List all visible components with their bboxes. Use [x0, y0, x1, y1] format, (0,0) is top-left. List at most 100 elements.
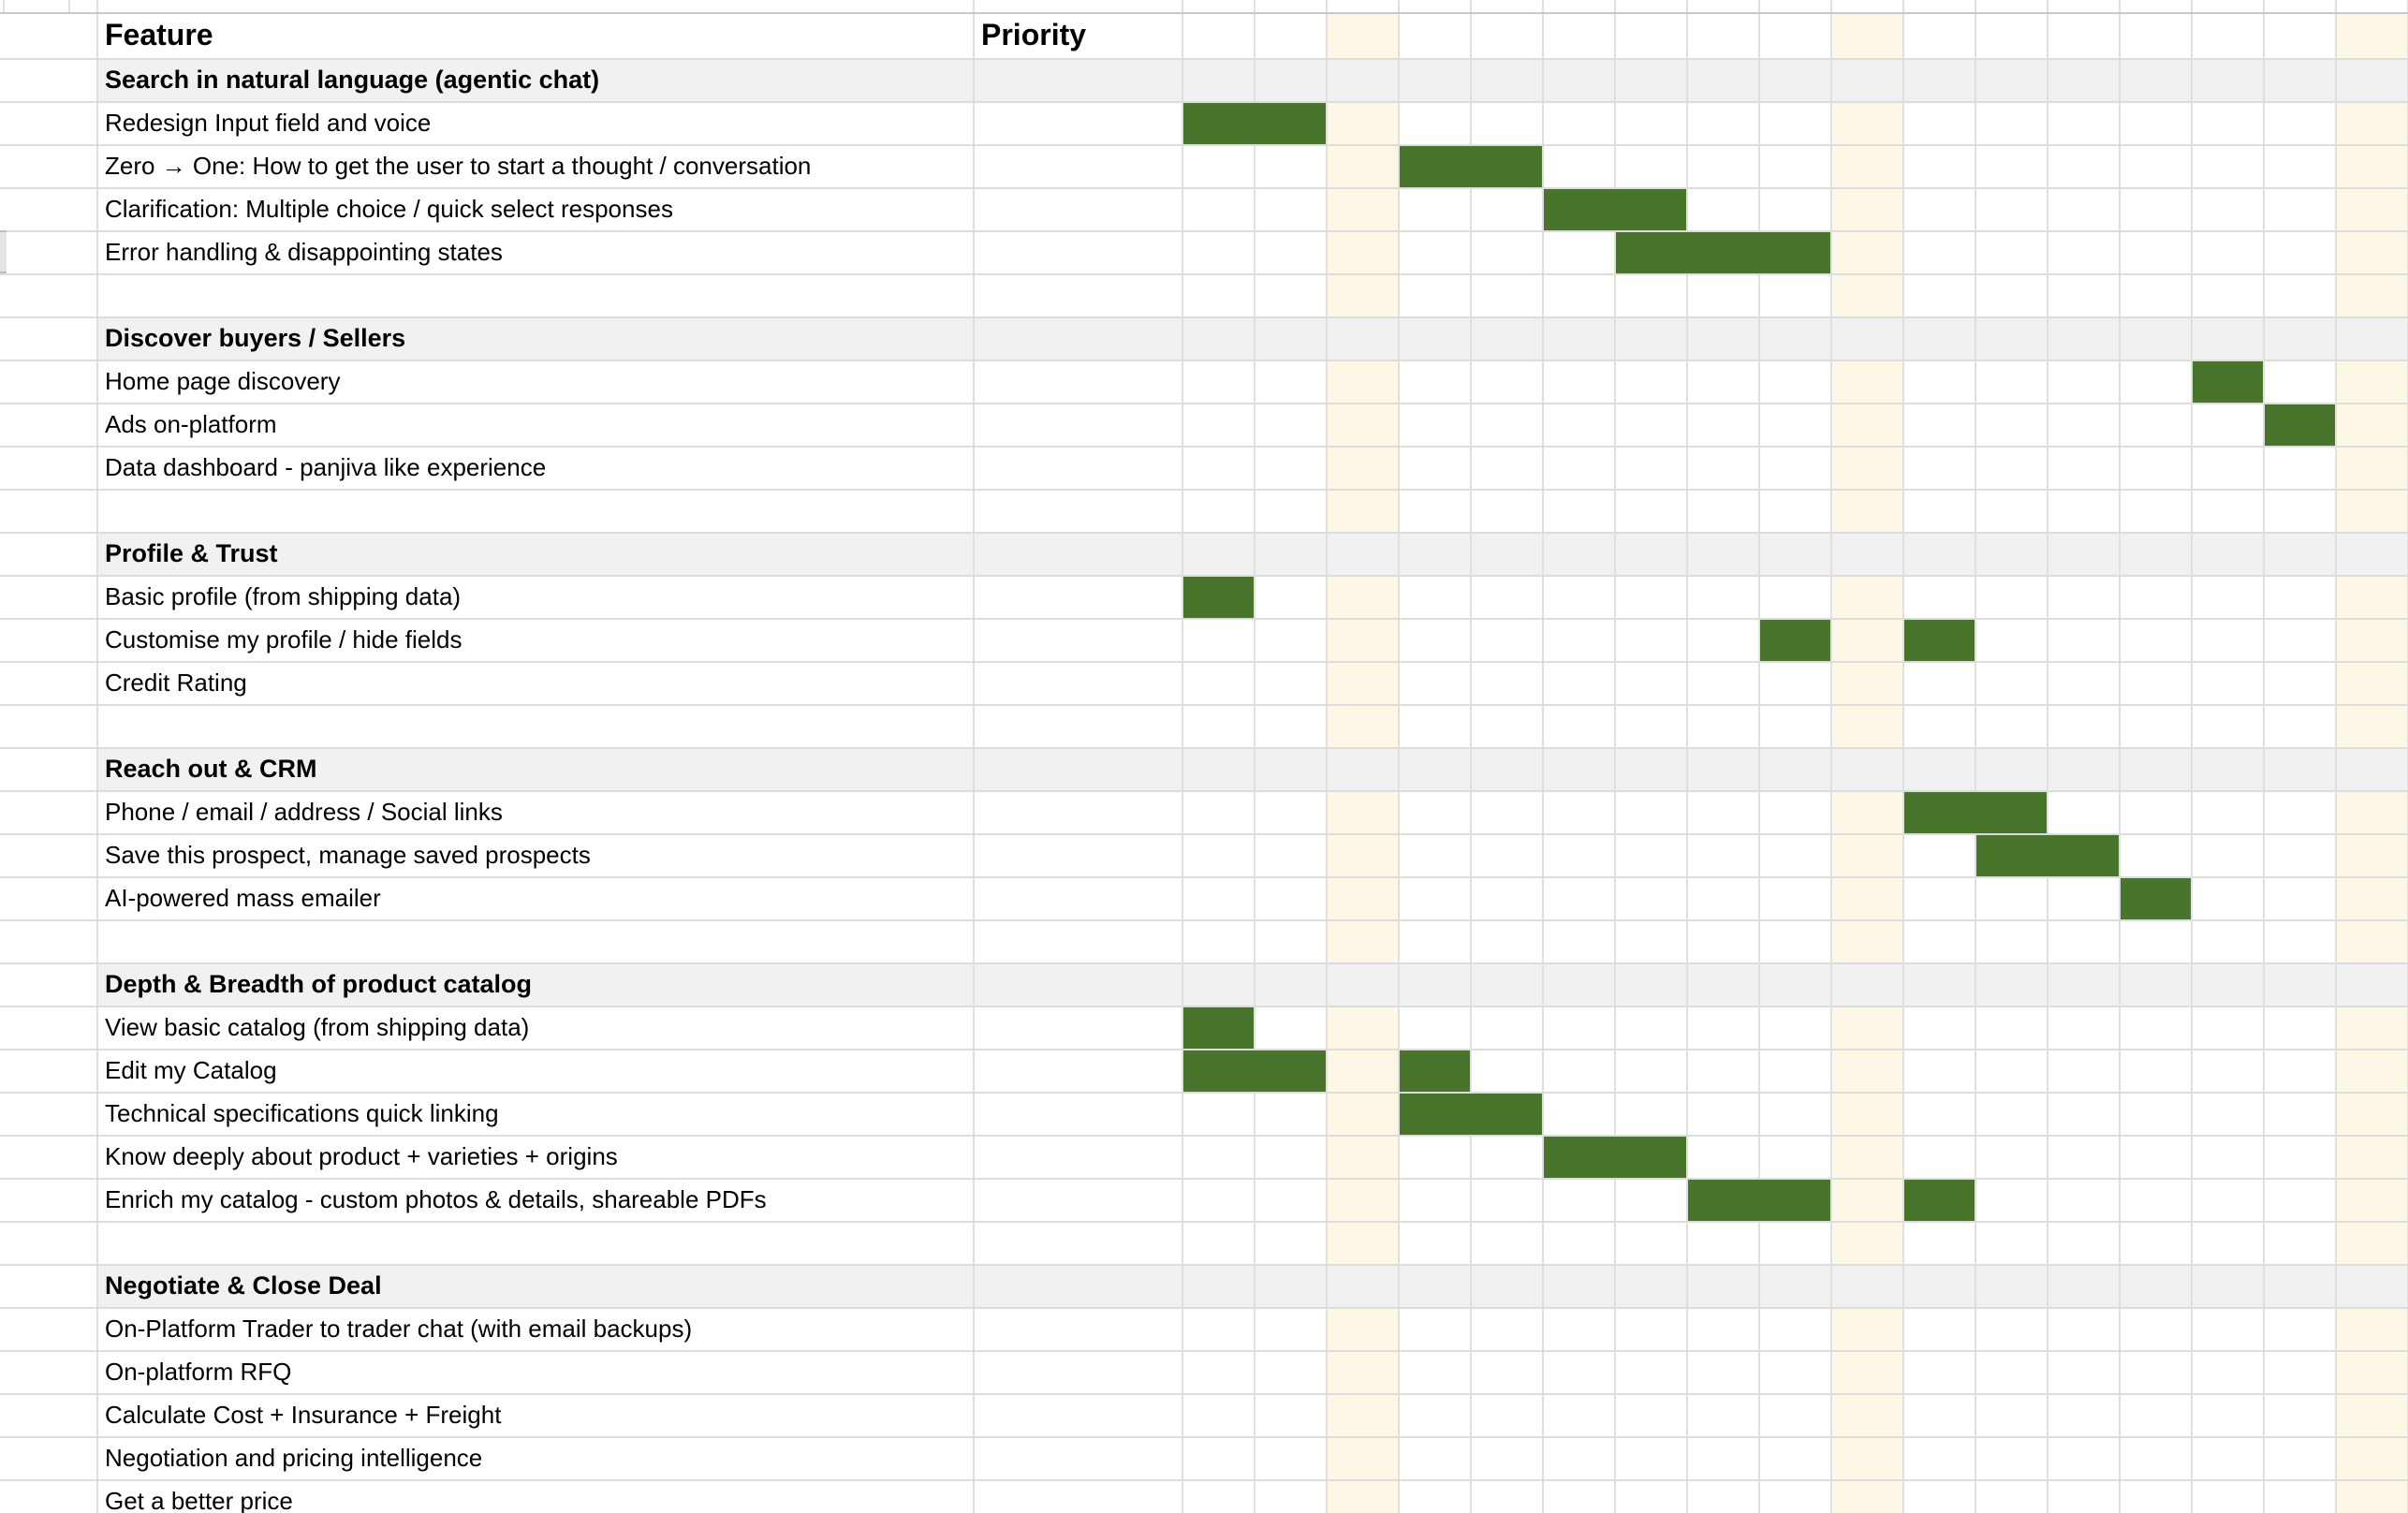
grid-hline — [0, 58, 2408, 60]
feature-cell[interactable]: Error handling & disappointing states — [105, 238, 503, 266]
feature-cell[interactable]: Edit my Catalog — [105, 1056, 277, 1084]
gantt-bar[interactable] — [2193, 361, 2263, 403]
feature-cell[interactable]: Zero → One: How to get the user to start… — [105, 152, 812, 180]
grid-hline — [0, 230, 2408, 232]
grid-hline — [0, 532, 2408, 534]
feature-cell[interactable]: Credit Rating — [105, 668, 247, 697]
grid-vline — [1542, 0, 1544, 1513]
grid-hline-top — [0, 12, 2408, 14]
grid-vline — [1614, 0, 1616, 1513]
feature-cell[interactable]: On-platform RFQ — [105, 1358, 292, 1386]
feature-cell[interactable]: Redesign Input field and voice — [105, 109, 432, 137]
grid-hline — [0, 403, 2408, 404]
feature-cell[interactable]: Clarification: Multiple choice / quick s… — [105, 195, 673, 223]
feature-cell[interactable]: Technical specifications quick linking — [105, 1099, 499, 1127]
gantt-bar[interactable] — [1904, 1180, 1975, 1221]
gantt-bar[interactable] — [1400, 1050, 1470, 1092]
section-header-cell[interactable]: Discover buyers / Sellers — [105, 324, 406, 352]
grid-hline — [0, 144, 2408, 146]
grid-hline — [0, 1006, 2408, 1007]
grid-hline — [0, 575, 2408, 577]
feature-cell[interactable]: Get a better price — [105, 1487, 293, 1513]
grid-hline — [0, 1221, 2408, 1223]
feature-cell[interactable]: Know deeply about product + varieties + … — [105, 1142, 618, 1170]
gantt-bar[interactable] — [1760, 620, 1830, 661]
feature-cell[interactable]: Negotiation and pricing intelligence — [105, 1444, 483, 1472]
gantt-bar[interactable] — [1904, 620, 1975, 661]
grid-hline — [0, 1436, 2408, 1438]
feature-cell[interactable]: AI-powered mass emailer — [105, 884, 381, 912]
gantt-bar[interactable] — [1183, 577, 1254, 618]
gantt-bar[interactable] — [1688, 1180, 1830, 1221]
section-header-cell[interactable]: Reach out & CRM — [105, 755, 317, 783]
grid-vline — [1830, 0, 1832, 1513]
section-header-cell[interactable]: Negotiate & Close Deal — [105, 1271, 382, 1300]
grid-vline-sliver — [3, 0, 5, 12]
gantt-bar[interactable] — [1183, 1007, 1254, 1049]
gantt-bar[interactable] — [2121, 878, 2191, 919]
gantt-bar[interactable] — [1400, 146, 1542, 187]
grid-hline — [0, 316, 2408, 318]
section-header-cell[interactable]: Depth & Breadth of product catalog — [105, 970, 533, 998]
grid-hline — [0, 446, 2408, 448]
grid-vline — [1902, 0, 1904, 1513]
grid-vline — [2335, 0, 2337, 1513]
section-row-band — [96, 58, 2408, 101]
grid-hline — [0, 661, 2408, 663]
grid-hline — [0, 1264, 2408, 1266]
section-header-cell[interactable]: Search in natural language (agentic chat… — [105, 66, 600, 94]
gantt-bar[interactable] — [1976, 835, 2119, 876]
feature-cell[interactable]: Home page discovery — [105, 367, 341, 395]
grid-vline — [1326, 0, 1328, 1513]
grid-vline — [2191, 0, 2193, 1513]
feature-column-header[interactable]: Feature — [105, 18, 213, 51]
grid-hline — [0, 1135, 2408, 1137]
gantt-bar[interactable] — [1544, 189, 1686, 230]
feature-cell[interactable]: Enrich my catalog - custom photos & deta… — [105, 1185, 767, 1213]
grid-hline — [0, 833, 2408, 835]
grid-hline — [0, 101, 2408, 103]
gantt-bar[interactable] — [1400, 1094, 1542, 1135]
grid-hline — [0, 273, 2408, 275]
section-row-band — [96, 747, 2408, 790]
feature-cell[interactable]: Data dashboard - panjiva like experience — [105, 453, 547, 481]
gantt-bar[interactable] — [1544, 1137, 1686, 1178]
priority-column-header[interactable]: Priority — [981, 18, 1087, 51]
grid-hline — [0, 1479, 2408, 1481]
section-row-band — [96, 316, 2408, 360]
feature-cell[interactable]: Calculate Cost + Insurance + Freight — [105, 1401, 502, 1429]
feature-cell[interactable]: Ads on-platform — [105, 410, 277, 438]
grid-hline — [0, 1350, 2408, 1352]
gantt-bar[interactable] — [2265, 404, 2335, 446]
feature-cell[interactable]: View basic catalog (from shipping data) — [105, 1013, 530, 1041]
section-row-band — [96, 532, 2408, 575]
grid-hline — [0, 489, 2408, 491]
grid-hline — [0, 1307, 2408, 1309]
gantt-bar[interactable] — [1183, 1050, 1326, 1092]
feature-cell[interactable]: On-Platform Trader to trader chat (with … — [105, 1315, 693, 1343]
feature-cell[interactable]: Phone / email / address / Social links — [105, 798, 503, 826]
feature-cell[interactable]: Save this prospect, manage saved prospec… — [105, 841, 591, 869]
grid-hline — [0, 747, 2408, 749]
grid-vline — [1975, 0, 1976, 1513]
gantt-bar[interactable] — [1904, 792, 2047, 833]
gantt-bar[interactable] — [1183, 103, 1326, 144]
grid-hline — [0, 1393, 2408, 1395]
feature-cell[interactable]: Basic profile (from shipping data) — [105, 582, 462, 610]
feature-cell[interactable]: Customise my profile / hide fields — [105, 625, 463, 654]
grid-hline — [0, 919, 2408, 921]
grid-hline — [0, 876, 2408, 878]
grid-vline — [96, 0, 98, 1513]
grid-hline — [0, 962, 2408, 964]
grid-hline — [0, 187, 2408, 189]
grid-hline — [0, 704, 2408, 706]
section-row-band — [96, 962, 2408, 1006]
grid-vline — [1470, 0, 1472, 1513]
grid-vline-sliver — [68, 0, 70, 12]
gantt-bar[interactable] — [1616, 232, 1830, 273]
section-header-cell[interactable]: Profile & Trust — [105, 539, 278, 567]
